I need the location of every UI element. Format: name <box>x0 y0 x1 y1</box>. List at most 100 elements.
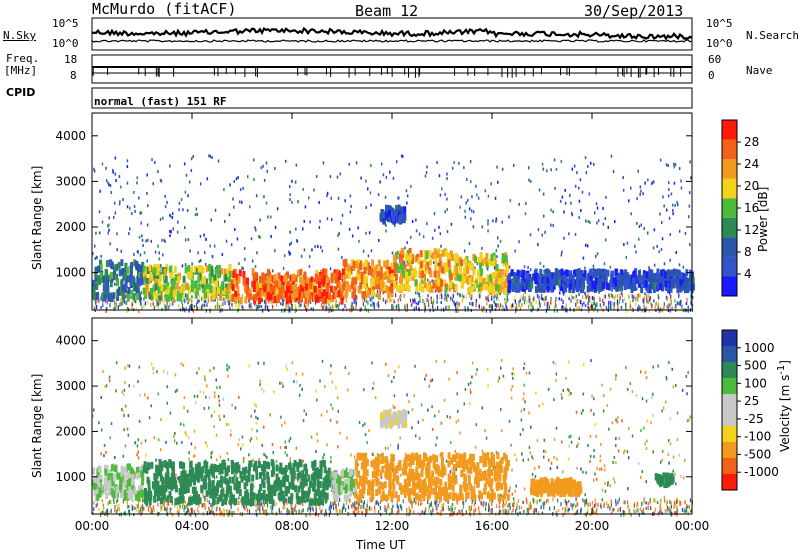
velocity-noise-cell <box>210 455 212 459</box>
velocity-noise-cell <box>303 409 305 413</box>
power-region-cell <box>454 284 458 292</box>
power-region-cell <box>135 288 139 296</box>
velocity-noise-cell <box>521 452 523 456</box>
power-clutter-cell <box>419 299 421 304</box>
power-noise-cell <box>487 194 490 198</box>
velocity-noise-cell <box>578 437 580 441</box>
velocity-clutter-cell <box>666 508 668 513</box>
power-region-cell <box>190 285 194 293</box>
power-noise-cell <box>189 180 191 184</box>
power-clutter-cell <box>140 296 142 301</box>
power-noise-cell <box>581 190 584 194</box>
velocity-noise-cell <box>686 419 689 423</box>
power-noise-cell <box>295 163 298 167</box>
power-clutter-cell <box>604 294 606 299</box>
power-noise-cell <box>318 201 320 204</box>
velocity-noise-cell <box>93 408 95 412</box>
power-region-cell <box>414 270 418 278</box>
power-noise-cell <box>350 204 352 208</box>
velocity-clutter-cell <box>676 500 678 505</box>
power-region-cell <box>408 247 412 255</box>
velocity-clutter-cell <box>359 505 361 510</box>
power-clutter-cell <box>548 305 550 310</box>
freq-label-2: [MHz] <box>4 64 38 77</box>
power-noise-cell <box>196 306 199 310</box>
velocity-noise-cell <box>140 441 143 445</box>
velocity-clutter-cell <box>504 508 506 513</box>
power-clutter-cell <box>541 293 543 298</box>
velocity-clutter-cell <box>465 498 467 503</box>
velocity-noise-cell <box>672 455 675 459</box>
power-noise-cell <box>493 300 495 304</box>
velocity-noise-cell <box>510 443 512 447</box>
power-noise-cell <box>357 226 359 230</box>
power-clutter-cell <box>529 301 531 306</box>
power-region-cell <box>140 265 144 273</box>
power-noise-cell <box>585 219 587 223</box>
power-region-cell <box>498 277 502 285</box>
power-region-cell <box>394 273 398 281</box>
power-region-cell <box>513 276 517 284</box>
power-colorbar-tick-label: 24 <box>744 157 759 171</box>
power-region-cell <box>353 283 357 291</box>
power-region-cell <box>316 295 320 303</box>
power-clutter-cell <box>224 301 226 305</box>
velocity-noise-cell <box>686 392 688 396</box>
power-region-cell <box>653 282 657 290</box>
velocity-noise-cell <box>337 409 339 413</box>
power-region-cell <box>163 284 167 292</box>
power-region-cell <box>533 273 537 281</box>
velocity-clutter-cell <box>564 506 566 511</box>
power-region-cell <box>248 293 252 301</box>
power-region-cell <box>338 281 342 289</box>
velocity-noise-cell <box>593 478 595 482</box>
power-noise-cell <box>602 207 604 210</box>
velocity-noise-cell <box>640 476 642 479</box>
velocity-clutter-cell <box>151 510 154 515</box>
power-clutter-cell <box>164 304 166 309</box>
power-region-cell <box>497 284 501 292</box>
power-region-cell <box>106 285 110 293</box>
velocity-noise-cell <box>542 402 544 406</box>
power-region-cell <box>269 286 273 294</box>
velocity-clutter-cell <box>615 502 617 507</box>
velocity-clutter-cell <box>176 505 178 510</box>
power-noise-cell <box>418 232 421 236</box>
velocity-noise-cell <box>299 479 302 483</box>
power-ytick-label: 4000 <box>55 129 86 143</box>
velocity-noise-cell <box>331 407 334 411</box>
power-noise-cell <box>202 303 204 307</box>
velocity-clutter-cell <box>354 513 356 517</box>
power-clutter-cell <box>654 306 656 311</box>
power-clutter-cell <box>338 301 341 306</box>
power-region-cell <box>495 264 499 272</box>
power-noise-cell <box>397 196 399 200</box>
power-noise-cell <box>203 233 205 237</box>
power-noise-cell <box>349 194 352 198</box>
velocity-clutter-cell <box>169 507 171 512</box>
power-region-cell <box>355 272 359 280</box>
power-noise-cell <box>430 301 433 304</box>
velocity-clutter-cell <box>311 506 313 511</box>
power-region-cell <box>306 277 310 285</box>
power-noise-cell <box>672 212 674 216</box>
power-noise-cell <box>221 253 224 257</box>
power-noise-cell <box>426 165 428 169</box>
power-noise-cell <box>465 201 467 205</box>
power-noise-cell <box>400 154 403 158</box>
power-clutter-cell <box>570 298 572 303</box>
velocity-clutter-cell <box>240 498 242 503</box>
velocity-noise-cell <box>208 406 210 410</box>
velocity-clutter-cell <box>182 504 184 509</box>
power-noise-cell <box>598 290 600 294</box>
power-region-cell <box>516 269 520 277</box>
power-clutter-cell <box>670 294 672 299</box>
velocity-clutter-cell <box>337 509 339 514</box>
power-noise-cell <box>289 198 291 201</box>
velocity-noise-cell <box>180 422 182 426</box>
power-noise-cell <box>575 294 578 298</box>
power-noise-cell <box>266 169 268 173</box>
power-region-cell <box>496 273 500 281</box>
power-noise-cell <box>326 191 329 195</box>
power-clutter-cell <box>322 305 325 310</box>
